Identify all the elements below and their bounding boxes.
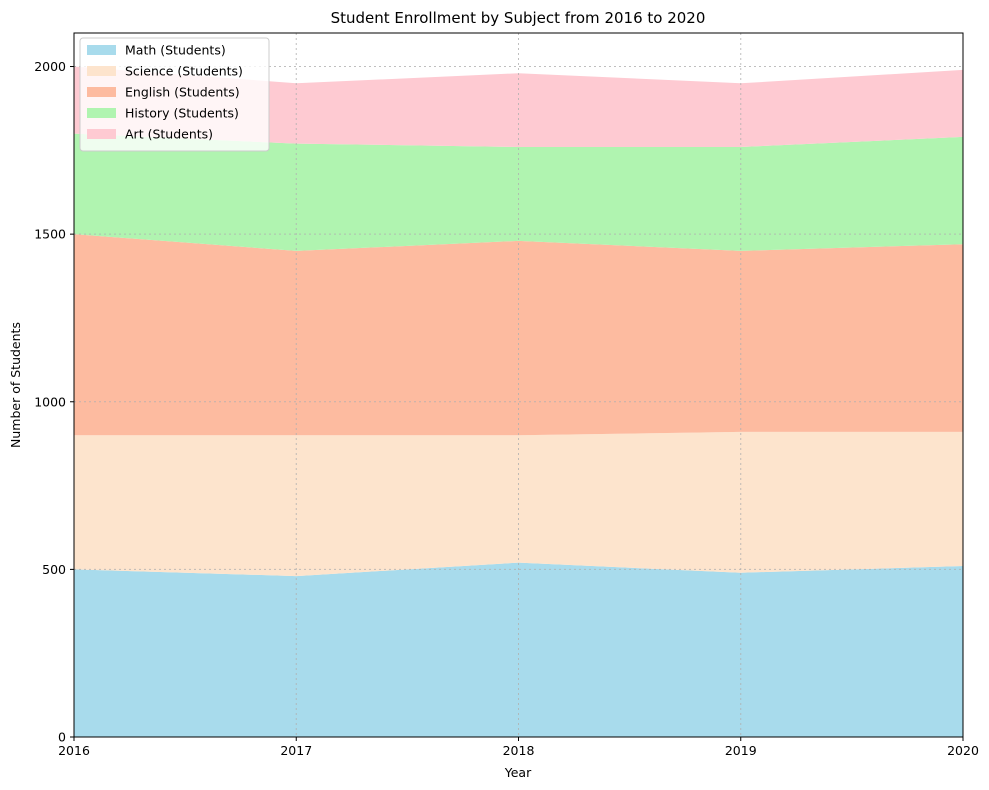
- x-tick-label: 2017: [280, 743, 312, 758]
- area-series-4: [74, 66, 963, 147]
- y-tick-label: 500: [42, 562, 66, 577]
- legend-label: Art (Students): [125, 127, 213, 142]
- legend-swatch: [87, 45, 116, 55]
- legend-box: [79, 37, 270, 152]
- area-series-3: [74, 133, 963, 251]
- y-tick-label: 1000: [34, 394, 66, 409]
- legend-label: Math (Students): [125, 43, 226, 58]
- x-axis-label: Year: [504, 765, 532, 780]
- legend-swatch: [87, 129, 116, 139]
- x-tick-label: 2016: [58, 743, 90, 758]
- chart-title: Student Enrollment by Subject from 2016 …: [331, 9, 706, 27]
- x-tick-label: 2018: [503, 743, 535, 758]
- legend-label: English (Students): [125, 85, 240, 100]
- legend-label: History (Students): [125, 106, 239, 121]
- y-axis-ticks: 0 500 1000 1500 2000: [34, 59, 74, 745]
- x-tick-label: 2020: [947, 743, 979, 758]
- y-tick-label: 0: [58, 730, 66, 745]
- x-axis-ticks: 2016 2017 2018 2019 2020: [58, 737, 979, 758]
- legend-label: Science (Students): [125, 64, 243, 79]
- legend-swatch: [87, 87, 116, 97]
- legend-swatch: [87, 108, 116, 118]
- legend: Math (Students) Science (Students) English…: [79, 37, 270, 152]
- y-tick-label: 2000: [34, 59, 66, 74]
- y-tick-label: 1500: [34, 227, 66, 242]
- x-tick-label: 2019: [725, 743, 757, 758]
- y-axis-label: Number of Students: [8, 322, 23, 448]
- legend-swatch: [87, 66, 116, 76]
